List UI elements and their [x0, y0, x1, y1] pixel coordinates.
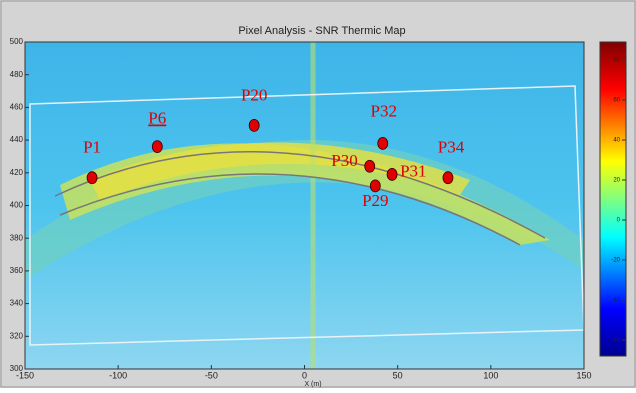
x-tick-label: -100: [109, 370, 127, 380]
y-tick-label: 400: [10, 201, 24, 210]
colorbar-tick-label: 80: [613, 58, 620, 64]
y-tick-label: 320: [10, 331, 24, 340]
point: [151, 140, 163, 154]
arc: [59, 173, 521, 246]
colorbar-tick-label: 60: [613, 98, 620, 104]
y-tick-label: 340: [10, 299, 24, 308]
arc: [54, 151, 546, 239]
point-label: P31: [400, 161, 426, 180]
x-tick-label: -50: [205, 370, 218, 380]
point-label: P32: [371, 101, 397, 120]
y-tick-label: 500: [10, 37, 24, 46]
colorbar-tick-label: -60: [611, 338, 620, 344]
x-axis-label: X (m): [304, 381, 321, 388]
point: [248, 118, 260, 132]
colorbar-tick-label: -20: [611, 258, 620, 264]
point: [377, 136, 389, 150]
point-label: P1: [83, 138, 101, 157]
point: [86, 171, 98, 185]
colorbar-tick-label: 40: [613, 138, 620, 144]
colorbar-tick-label: 0: [617, 218, 621, 224]
y-tick-label: 460: [10, 103, 24, 112]
y-tick-label: 360: [10, 266, 24, 275]
point: [442, 171, 454, 185]
point-label: P29: [362, 191, 388, 210]
colorbar-tick-label: 20: [613, 178, 620, 184]
point: [364, 159, 376, 173]
point-label: P6: [148, 109, 166, 128]
colorbar: [599, 41, 627, 357]
colorbar-tick-label: -40: [611, 298, 620, 304]
point: [369, 179, 381, 193]
point-label: P34: [438, 138, 465, 157]
point: [386, 168, 398, 181]
x-tick-label: 150: [576, 370, 591, 380]
point-label: P20: [241, 85, 267, 104]
x-tick-label: 100: [483, 370, 498, 380]
x-tick-label: 0: [302, 370, 307, 380]
heatmap: [25, 42, 585, 369]
point-label: P30: [331, 151, 357, 170]
chart-title: Pixel Analysis - SNR Thermic Map: [238, 25, 405, 37]
y-tick-label: 480: [10, 70, 24, 79]
x-tick-label: -150: [16, 370, 34, 380]
y-tick-label: 380: [10, 233, 24, 242]
x-tick-label: 50: [393, 370, 403, 380]
y-tick-label: 300: [10, 364, 24, 373]
y-tick-label: 440: [10, 135, 24, 144]
y-tick-label: 420: [10, 168, 24, 177]
